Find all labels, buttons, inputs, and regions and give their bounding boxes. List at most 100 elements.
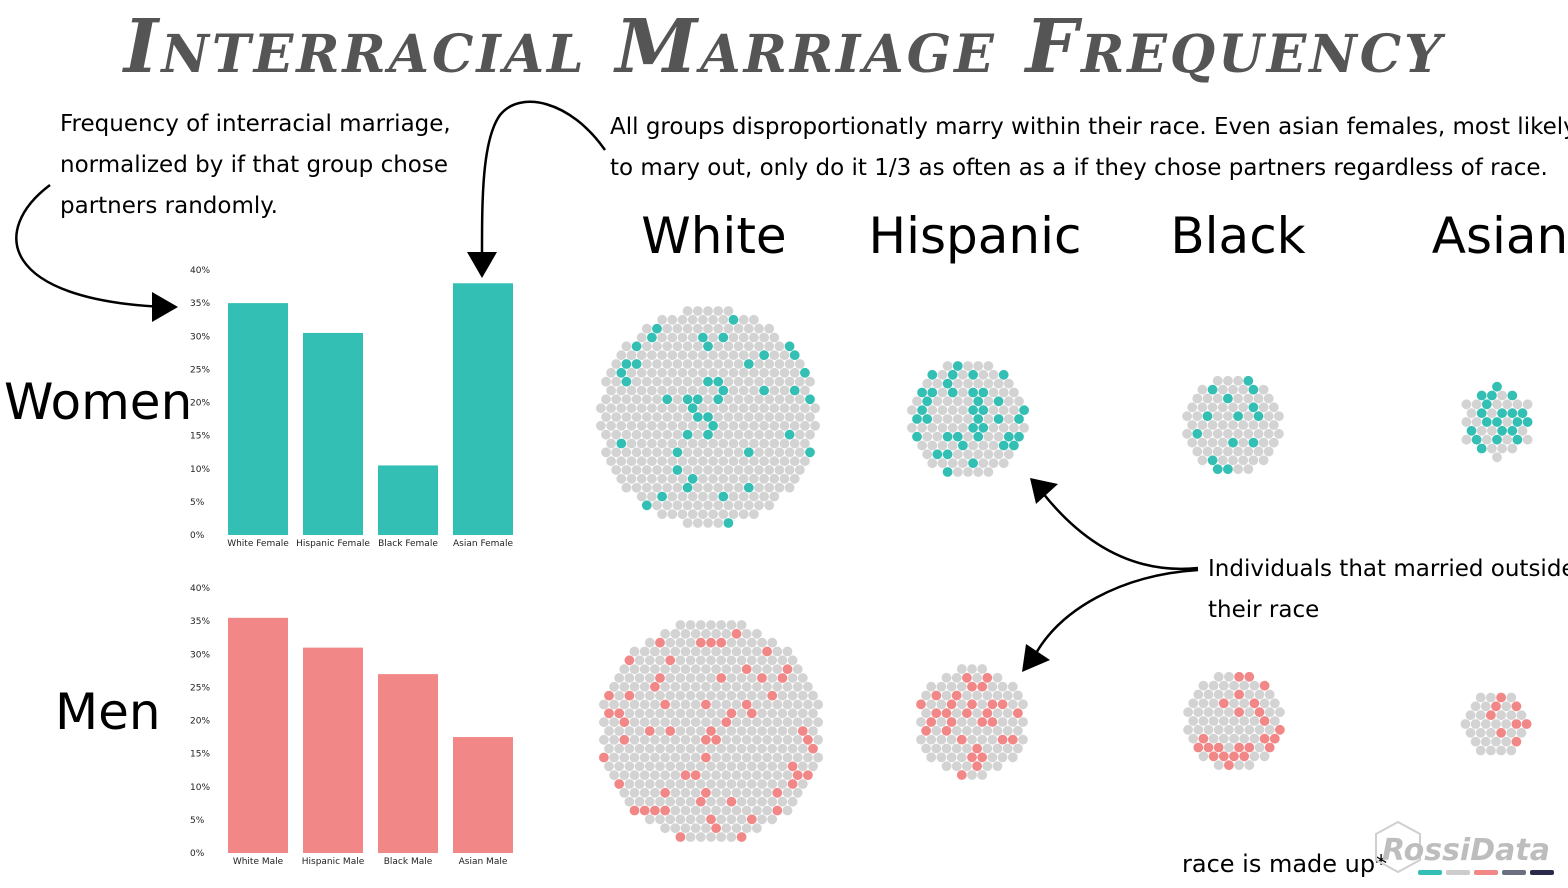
dot-individual — [670, 734, 681, 745]
dot-individual — [1192, 411, 1203, 422]
dot-individual — [736, 620, 747, 630]
dot-married-out — [695, 637, 706, 648]
dot-individual — [687, 314, 698, 325]
dot-individual — [998, 458, 1009, 469]
dot-individual — [764, 465, 775, 475]
dot-individual — [680, 823, 691, 834]
dot-individual — [733, 341, 744, 352]
dot-individual — [672, 323, 683, 334]
dot-individual — [810, 420, 820, 431]
dot-individual — [660, 628, 670, 639]
dot-individual — [713, 323, 724, 334]
dot-individual — [721, 823, 732, 834]
dot-individual — [713, 306, 724, 316]
dot-individual — [1258, 384, 1269, 395]
dot-individual — [675, 637, 686, 648]
dot-married-out — [977, 681, 988, 692]
dot-individual — [670, 770, 681, 781]
dot-individual — [655, 655, 665, 666]
dot-individual — [738, 491, 749, 502]
dot-married-out — [1476, 408, 1487, 419]
dot-individual — [1460, 719, 1471, 729]
dot-married-out — [1233, 411, 1243, 422]
dot-individual — [728, 509, 739, 520]
dot-individual — [629, 699, 640, 710]
dot-married-out — [650, 681, 660, 692]
dot-individual — [677, 350, 688, 361]
dot-individual — [736, 761, 747, 772]
dot-individual — [759, 367, 769, 378]
dot-individual — [813, 699, 823, 710]
dot-individual — [1013, 725, 1023, 736]
dot-individual — [662, 412, 673, 422]
dot-married-out — [1212, 464, 1223, 475]
dot-individual — [743, 429, 754, 440]
dot-individual — [677, 438, 688, 449]
dot-individual — [634, 673, 645, 683]
dot-married-out — [647, 332, 657, 343]
dot-individual — [797, 690, 808, 701]
dot-married-out — [947, 387, 958, 398]
dot-individual — [1224, 742, 1234, 753]
dot-individual — [1258, 402, 1269, 413]
dot-individual — [792, 699, 803, 710]
dot-individual — [701, 823, 711, 834]
dot-individual — [1213, 707, 1224, 718]
dot-individual — [1471, 399, 1482, 410]
dot-individual — [1491, 719, 1501, 729]
dot-married-out — [1192, 428, 1203, 439]
dot-individual — [703, 518, 713, 528]
dot-individual — [736, 708, 747, 719]
dot-individual — [782, 787, 793, 798]
dot-individual — [951, 708, 962, 719]
dot-individual — [665, 743, 676, 754]
dot-individual — [772, 752, 783, 763]
dot-individual — [789, 456, 800, 467]
dot-individual — [983, 467, 994, 477]
dot-married-out — [968, 387, 978, 398]
dot-individual — [665, 690, 676, 701]
dot-individual — [1007, 752, 1018, 763]
dot-individual — [692, 323, 703, 334]
dot-married-out — [706, 814, 716, 825]
dot-individual — [1014, 396, 1024, 407]
dot-married-out — [927, 387, 938, 398]
dot-married-out — [746, 814, 757, 825]
dot-married-out — [655, 637, 665, 648]
dot-individual — [1202, 393, 1213, 404]
dot-married-out — [672, 447, 683, 458]
dot-individual — [698, 420, 708, 431]
dot-individual — [1461, 417, 1472, 427]
dot-individual — [749, 491, 759, 502]
annotation-top: All groups disproportionatly marry withi… — [610, 107, 1568, 189]
dot-individual — [723, 306, 734, 316]
dot-individual — [936, 681, 947, 692]
dot-individual — [754, 465, 764, 475]
dot-married-out — [711, 734, 721, 745]
dot-individual — [650, 646, 660, 657]
dot-individual — [1497, 390, 1507, 401]
annotation-arrows — [15, 100, 1199, 672]
dot-individual — [749, 367, 759, 378]
dot-individual — [746, 743, 757, 754]
dot-individual — [1002, 708, 1013, 719]
dot-married-out — [993, 396, 1004, 407]
dot-individual — [1244, 760, 1255, 771]
dot-individual — [641, 465, 652, 475]
dot-individual — [624, 761, 635, 772]
y-tick-label: 40% — [190, 266, 210, 276]
dot-individual — [1212, 393, 1223, 404]
dot-married-out — [1512, 417, 1523, 427]
dot-individual — [606, 438, 616, 449]
dot-individual — [941, 690, 952, 701]
dot-individual — [749, 509, 759, 520]
y-tick-label: 15% — [190, 750, 210, 760]
dot-individual — [1491, 736, 1501, 747]
y-tick-label: 30% — [190, 332, 210, 342]
dot-individual — [762, 805, 772, 816]
dot-individual — [1208, 698, 1219, 709]
dot-individual — [1501, 701, 1512, 712]
dot-married-out — [703, 412, 713, 422]
bar — [378, 674, 438, 853]
dot-individual — [978, 458, 989, 469]
